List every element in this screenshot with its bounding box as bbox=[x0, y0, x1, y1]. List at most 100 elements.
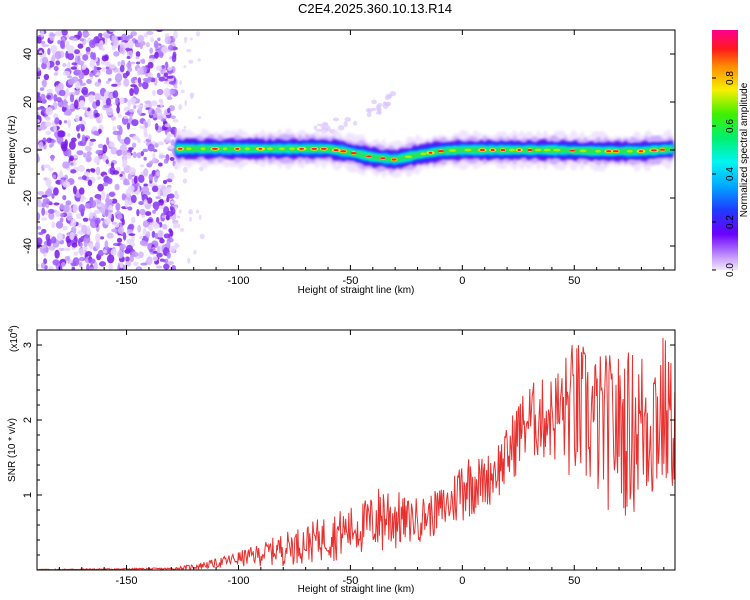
noise-speckle bbox=[313, 125, 318, 130]
noise-speckle bbox=[116, 149, 123, 156]
noise-speckle bbox=[64, 247, 71, 252]
noise-speckle bbox=[95, 72, 101, 76]
noise-speckle bbox=[173, 84, 178, 89]
noise-speckle bbox=[73, 99, 79, 109]
noise-speckle bbox=[106, 193, 110, 203]
noise-speckle bbox=[37, 211, 41, 222]
noise-speckle bbox=[46, 88, 53, 94]
noise-speckle bbox=[366, 112, 372, 118]
noise-speckle bbox=[127, 67, 133, 73]
noise-speckle bbox=[102, 182, 109, 187]
noise-speckle bbox=[53, 72, 59, 76]
snr-x-label: Height of straight line (km) bbox=[298, 584, 415, 595]
noise-speckle bbox=[110, 248, 117, 256]
noise-speckle bbox=[176, 215, 181, 219]
noise-speckle bbox=[131, 251, 139, 258]
noise-speckle bbox=[37, 191, 45, 196]
noise-speckle bbox=[130, 97, 137, 104]
noise-speckle bbox=[163, 72, 169, 77]
noise-speckle bbox=[137, 77, 142, 84]
noise-speckle bbox=[371, 99, 377, 105]
noise-speckle bbox=[154, 232, 159, 239]
spectrogram-x-tick-label: 0 bbox=[459, 275, 465, 287]
noise-speckle bbox=[51, 221, 56, 229]
noise-speckle bbox=[174, 242, 179, 246]
noise-speckle bbox=[135, 61, 141, 65]
noise-speckle bbox=[37, 119, 40, 123]
noise-speckle bbox=[85, 251, 93, 257]
noise-speckle bbox=[74, 114, 80, 122]
noise-speckle bbox=[44, 210, 49, 216]
noise-speckle bbox=[52, 259, 60, 266]
noise-speckle bbox=[112, 126, 117, 131]
noise-speckle bbox=[39, 87, 45, 91]
noise-speckle bbox=[148, 133, 152, 141]
snr-x-tick-label: -100 bbox=[227, 575, 249, 587]
noise-speckle bbox=[43, 73, 50, 81]
signal-hotspot bbox=[420, 152, 427, 156]
noise-speckle bbox=[149, 47, 154, 54]
noise-speckle bbox=[123, 182, 131, 186]
noise-speckle bbox=[76, 150, 84, 156]
noise-speckle bbox=[183, 125, 187, 129]
noise-speckle bbox=[106, 254, 115, 264]
noise-speckle bbox=[82, 217, 89, 222]
signal-hotspot bbox=[650, 149, 657, 152]
noise-speckle bbox=[54, 249, 60, 259]
noise-speckle bbox=[81, 65, 87, 70]
noise-speckle bbox=[55, 85, 60, 93]
signal-hotspot bbox=[289, 147, 296, 151]
signal-hotspot bbox=[508, 148, 516, 152]
noise-speckle bbox=[77, 43, 84, 49]
noise-speckle bbox=[87, 179, 93, 187]
noise-speckle bbox=[102, 153, 107, 162]
noise-speckle bbox=[177, 223, 181, 229]
noise-speckle bbox=[118, 126, 123, 135]
noise-speckle bbox=[151, 101, 158, 107]
noise-speckle bbox=[75, 80, 81, 90]
noise-speckle bbox=[126, 152, 132, 159]
spectrogram-x-label: Height of straight line (km) bbox=[298, 285, 415, 296]
noise-speckle bbox=[126, 122, 131, 130]
noise-speckle bbox=[184, 99, 187, 107]
noise-speckle bbox=[83, 171, 90, 176]
noise-speckle bbox=[132, 135, 139, 141]
noise-speckle bbox=[170, 126, 178, 135]
noise-speckle bbox=[166, 240, 171, 249]
noise-speckle bbox=[138, 174, 145, 183]
noise-speckle bbox=[122, 158, 128, 167]
noise-speckle bbox=[77, 133, 81, 139]
noise-speckle bbox=[147, 143, 155, 152]
noise-speckle bbox=[171, 54, 177, 63]
signal-hotspot bbox=[311, 147, 318, 150]
noise-speckle bbox=[385, 101, 392, 107]
noise-speckle bbox=[108, 191, 115, 197]
signal-hotspot bbox=[200, 147, 206, 151]
noise-speckle bbox=[67, 78, 75, 86]
signal-hotspot bbox=[534, 148, 542, 152]
noise-speckle bbox=[94, 209, 100, 214]
noise-speckle bbox=[111, 34, 118, 45]
noise-speckle bbox=[151, 109, 155, 115]
signal-hotspot bbox=[437, 150, 445, 153]
noise-speckle bbox=[72, 257, 80, 267]
noise-speckle bbox=[37, 67, 41, 72]
noise-speckle bbox=[139, 239, 146, 246]
noise-speckle bbox=[127, 99, 131, 109]
signal-hotspot bbox=[380, 157, 386, 160]
snr-series-line bbox=[37, 337, 675, 570]
noise-speckle bbox=[66, 211, 73, 221]
noise-speckle bbox=[129, 113, 133, 118]
noise-speckle bbox=[70, 162, 74, 166]
noise-speckle bbox=[183, 65, 187, 69]
noise-speckle bbox=[47, 208, 55, 214]
spectrogram-y-tick-label: 20 bbox=[22, 96, 34, 108]
noise-speckle bbox=[78, 247, 86, 256]
spectrogram-y-tick-label: -40 bbox=[22, 238, 34, 254]
noise-speckle bbox=[46, 238, 52, 247]
noise-speckle bbox=[152, 201, 160, 210]
noise-speckle bbox=[95, 241, 101, 250]
noise-speckle bbox=[172, 119, 179, 123]
noise-speckle bbox=[119, 44, 125, 55]
noise-speckle bbox=[38, 141, 44, 150]
